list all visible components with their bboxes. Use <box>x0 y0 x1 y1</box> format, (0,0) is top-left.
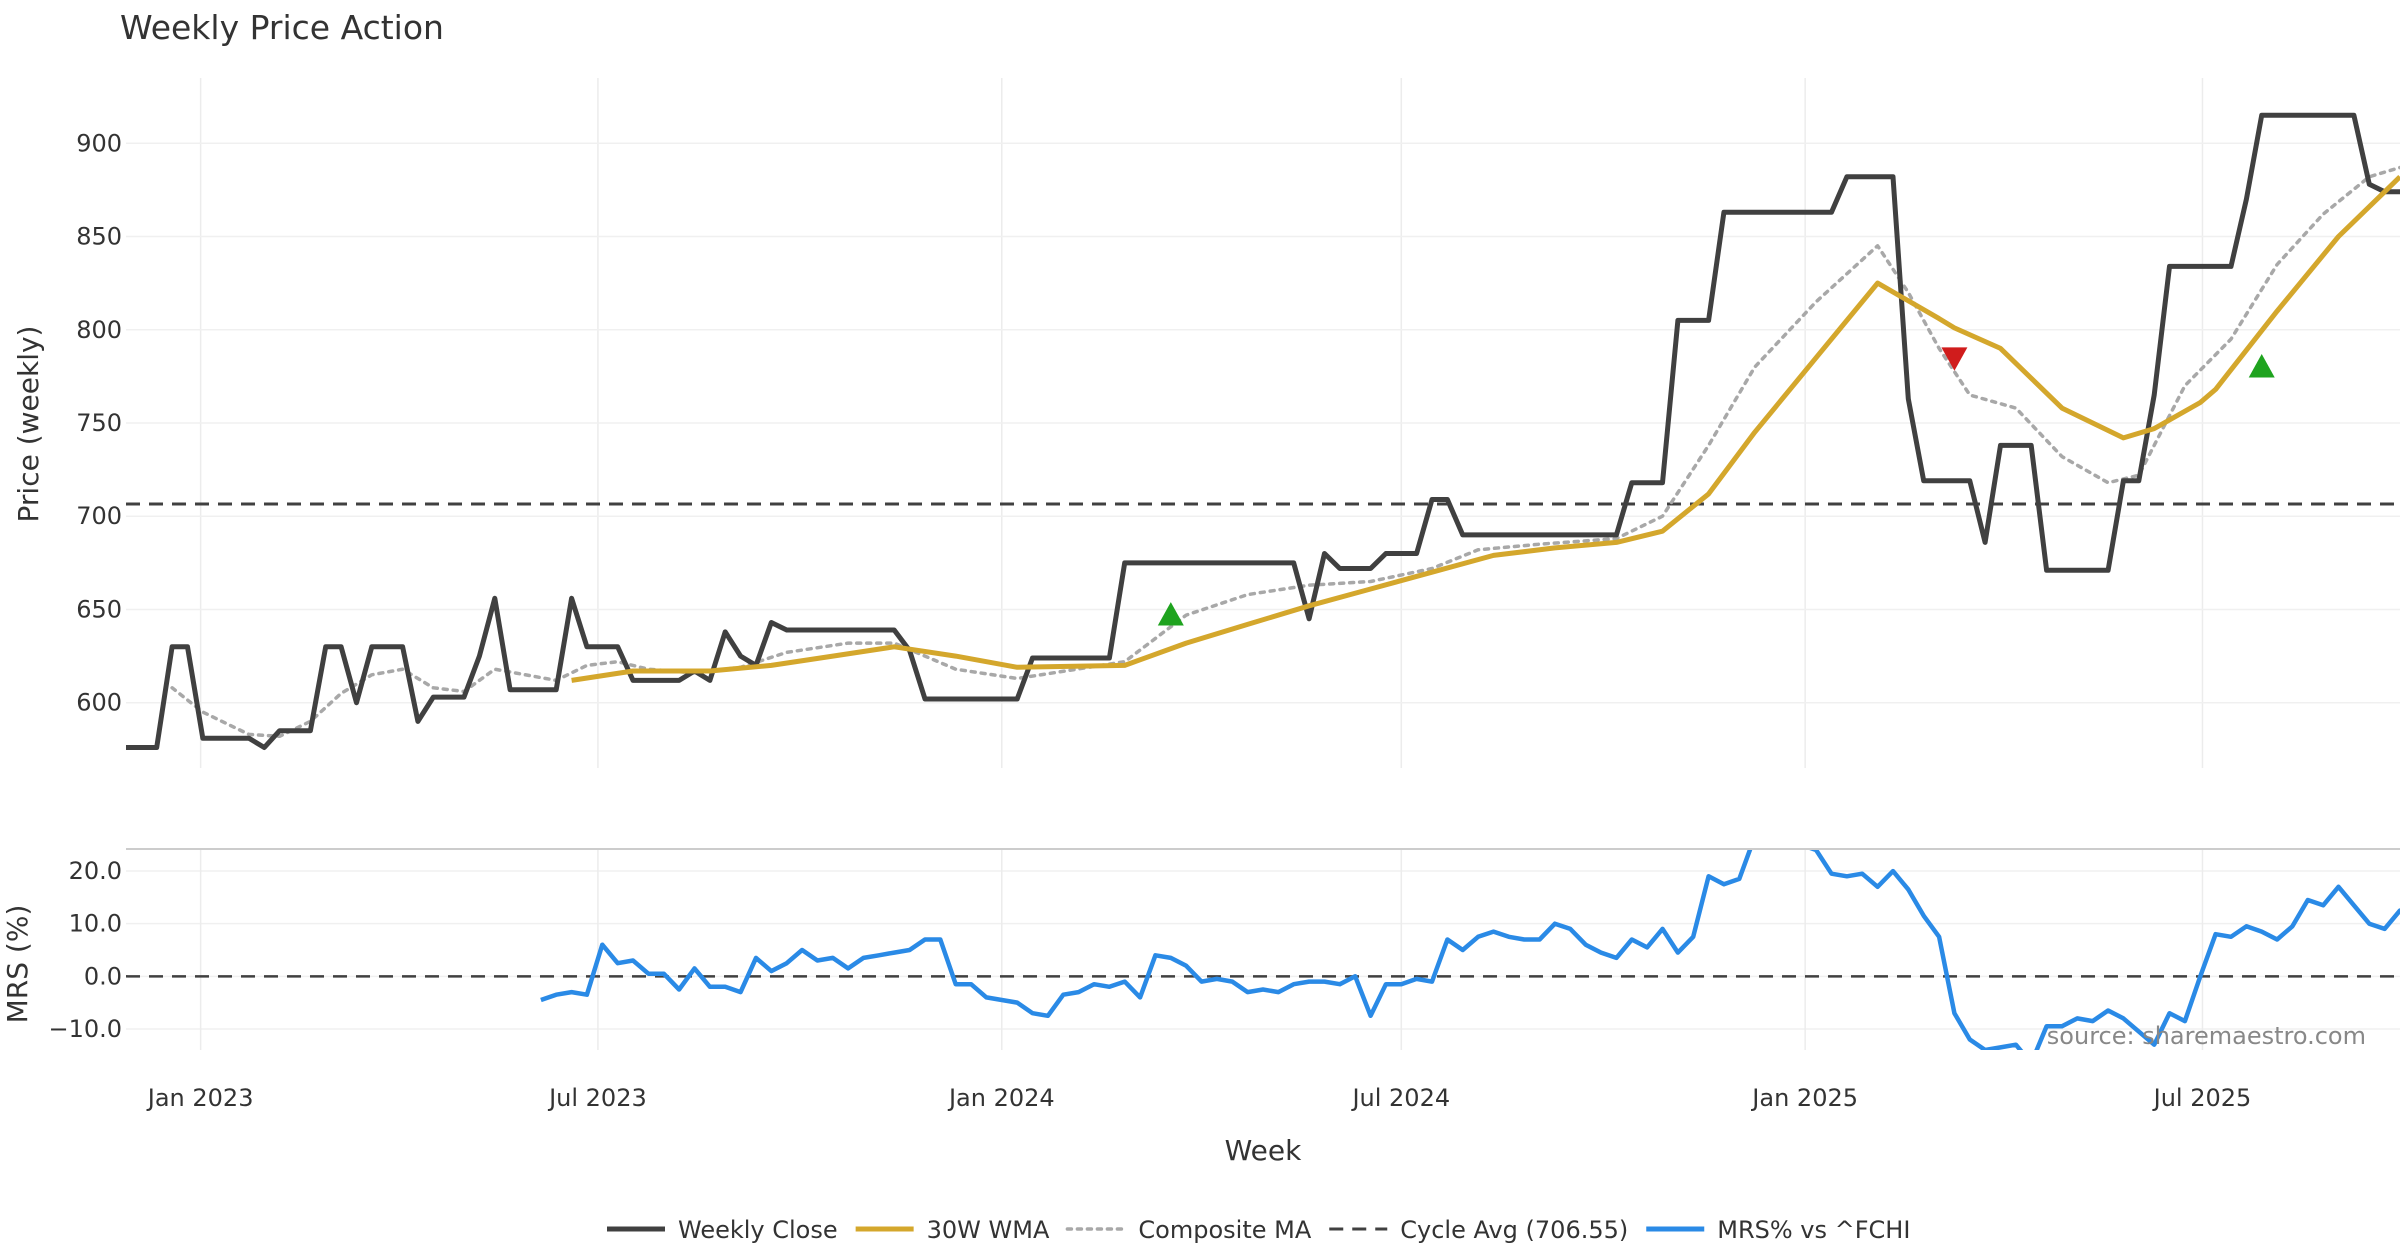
price-y-axis-label: Price (weekly) <box>12 326 45 523</box>
sell-signal-marker <box>1941 347 1968 371</box>
mrs-y-tick-label: 20.0 <box>69 857 122 885</box>
mrs-y-axis: 20.0 10.0 0.0 −10.0 <box>48 857 122 1043</box>
price-panel-grid <box>126 78 2400 768</box>
mrs-y-axis-label: MRS (%) <box>1 905 34 1024</box>
signal-markers <box>1157 347 2275 626</box>
buy-signal-marker <box>2248 354 2275 378</box>
legend-label-mrs-vs-fchi: MRS% vs ^FCHI <box>1717 1216 1910 1244</box>
price-y-tick-label: 800 <box>76 316 122 344</box>
x-tick-label: Jul 2023 <box>547 1084 647 1112</box>
mrs-y-tick-label: 10.0 <box>69 910 122 938</box>
mrs-y-tick-label: 0.0 <box>84 962 122 990</box>
price-y-tick-label: 750 <box>76 409 122 437</box>
x-tick-label: Jul 2025 <box>2152 1084 2252 1112</box>
series-composite-ma <box>170 165 2400 739</box>
mrs-panel-grid <box>126 850 2400 1050</box>
price-series-group <box>126 112 2400 750</box>
chart-title: Weekly Price Action <box>120 8 444 47</box>
price-y-tick-label: 700 <box>76 502 122 530</box>
x-tick-label: Jul 2024 <box>1350 1084 1450 1112</box>
x-tick-label: Jan 2024 <box>947 1084 1055 1112</box>
legend-label-weekly-close: Weekly Close <box>678 1216 838 1244</box>
buy-signal-marker <box>1157 602 1184 626</box>
x-tick-label: Jan 2023 <box>146 1084 254 1112</box>
legend: Weekly Close 30W WMA Composite MA Cycle Avg… <box>607 1216 1910 1244</box>
mrs-series-group <box>126 850 2400 1050</box>
price-y-tick-label: 600 <box>76 689 122 717</box>
mrs-y-tick-label: −10.0 <box>48 1015 122 1043</box>
price-y-tick-label: 650 <box>76 595 122 623</box>
price-y-tick-label: 850 <box>76 223 122 251</box>
x-axis-label: Week <box>1225 1134 1302 1167</box>
series-30w-wma <box>571 175 2400 683</box>
series-mrs <box>540 850 2400 1050</box>
x-tick-label: Jan 2025 <box>1750 1084 1858 1112</box>
series-weekly-close <box>126 112 2400 750</box>
price-y-tick-label: 900 <box>76 129 122 157</box>
source-note: source: sharemaestro.com <box>2047 1022 2366 1050</box>
legend-label-30w-wma: 30W WMA <box>927 1216 1050 1244</box>
x-axis: Jan 2023 Jul 2023 Jan 2024 Jul 2024 Jan 2025… <box>146 1084 2252 1112</box>
legend-label-cycle-avg-706-55: Cycle Avg (706.55) <box>1400 1216 1628 1244</box>
price-y-axis: 600 650 700 750 800 850 900 <box>76 129 122 716</box>
legend-label-composite-ma: Composite MA <box>1138 1216 1311 1244</box>
